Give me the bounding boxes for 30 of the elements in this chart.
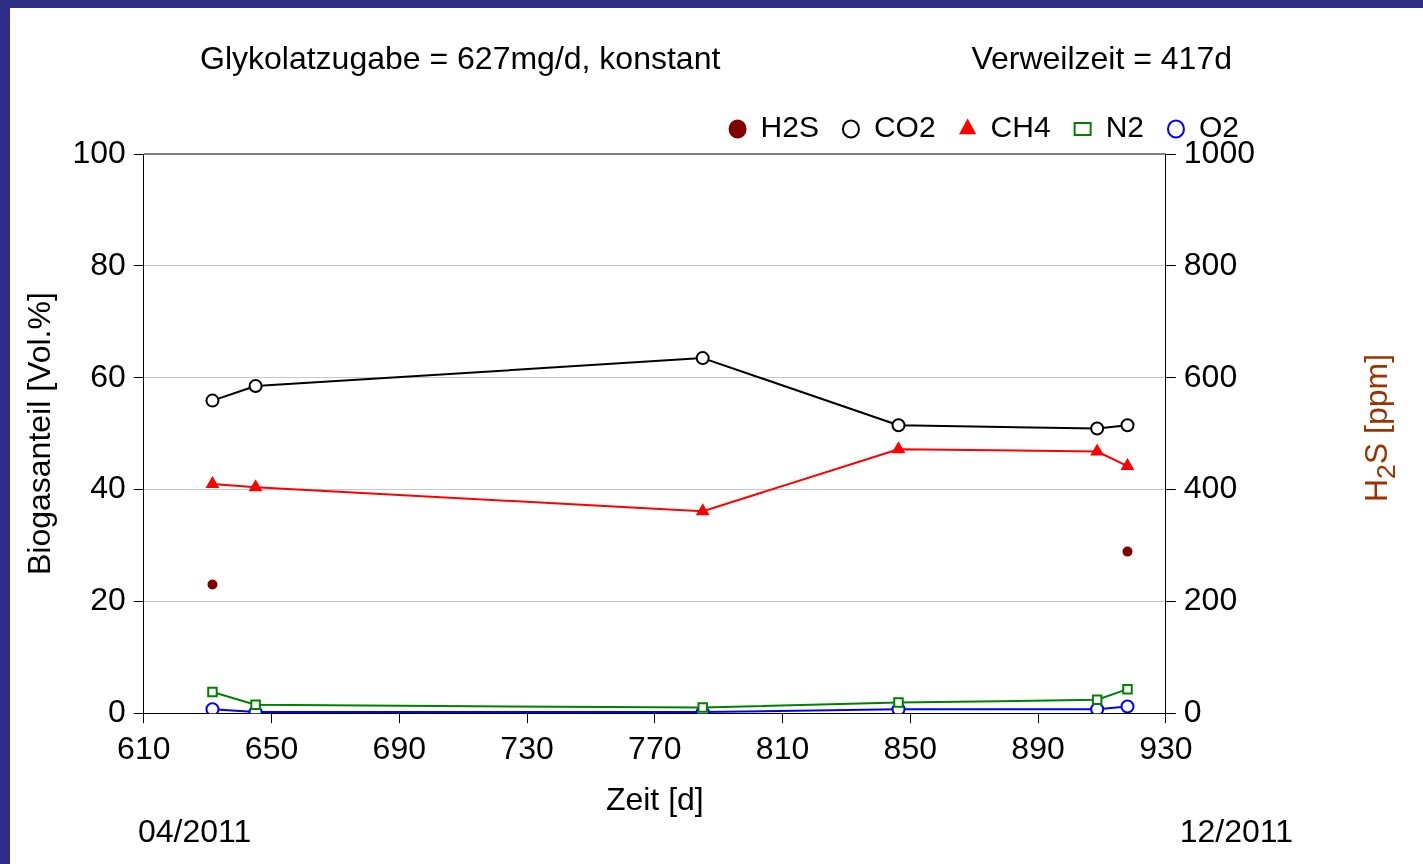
y-tick-label: 40 — [90, 469, 126, 506]
x-tick-label: 930 — [1139, 730, 1193, 767]
y2-tick-label: 600 — [1183, 357, 1238, 394]
text: 12/2011 — [1179, 812, 1293, 849]
y2-tick-label: 0 — [1183, 693, 1202, 730]
legend-label: N2 — [1105, 110, 1144, 144]
x-tick-label: 850 — [883, 730, 937, 767]
y-axis-title: Biogasanteil [Vol.%] — [21, 292, 58, 576]
legend-label: CO2 — [873, 110, 936, 144]
text: 04/2011 — [138, 812, 252, 849]
x-tick-label: 650 — [244, 730, 299, 767]
x-axis-title: Zeit [d] — [605, 780, 704, 817]
y-tick-label: 0 — [107, 693, 126, 730]
chart-subtitle: Verweilzeit = 417d — [971, 39, 1232, 76]
x-tick-label: 810 — [755, 730, 810, 767]
legend-label: CH4 — [990, 110, 1051, 144]
y-tick-label: 20 — [90, 581, 126, 618]
x-tick-label: 770 — [628, 730, 682, 767]
y-tick-label: 80 — [90, 245, 126, 282]
y2-tick-label: 800 — [1183, 245, 1238, 282]
y2-tick-label: 400 — [1183, 469, 1238, 506]
y-tick-label: 100 — [72, 133, 126, 170]
x-tick-label: 890 — [1011, 730, 1065, 767]
y-tick-label: 60 — [90, 357, 126, 394]
y2-tick-label: 200 — [1183, 581, 1238, 618]
x-tick-label: 610 — [117, 730, 171, 767]
x-tick-label: 690 — [372, 730, 426, 767]
x-tick-label: 730 — [500, 730, 554, 767]
legend-label: H2S — [760, 110, 819, 144]
chart-title: Glykolatzugabe = 627mg/d, konstant — [200, 39, 721, 76]
